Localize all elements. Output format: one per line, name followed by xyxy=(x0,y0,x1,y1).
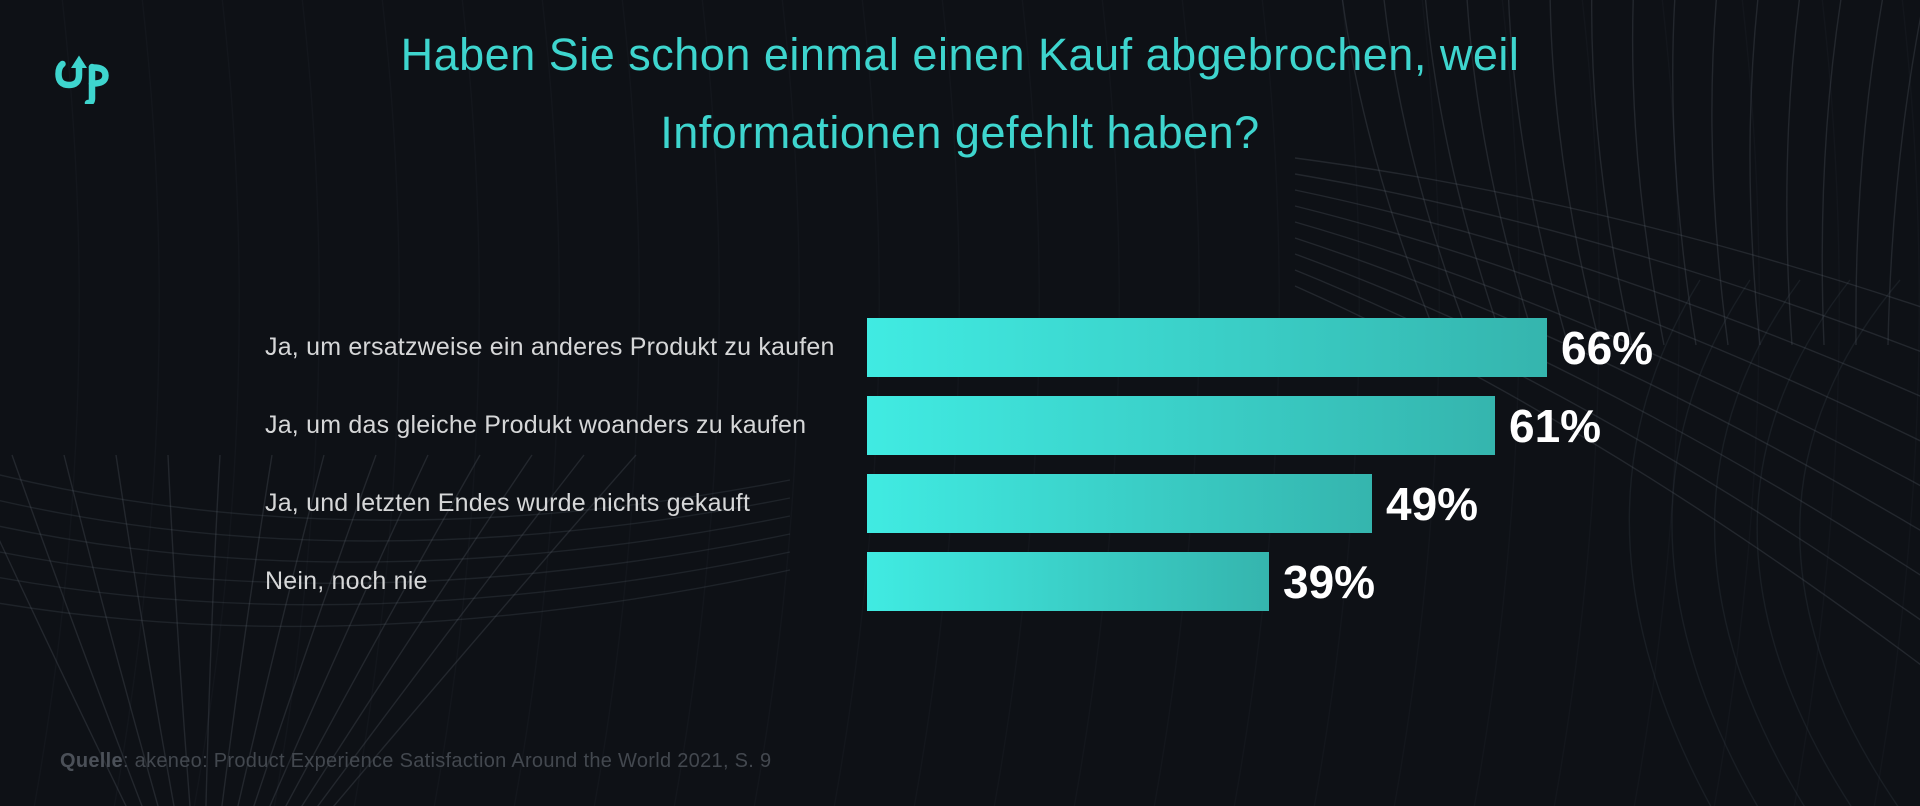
chart-row: Ja, um ersatzweise ein anderes Produkt z… xyxy=(265,318,1653,377)
bar xyxy=(867,396,1495,455)
bar-value-label: 61% xyxy=(1509,399,1602,452)
bar-label: Ja, um das gleiche Produkt woanders zu k… xyxy=(265,411,807,439)
bar-value-label: 49% xyxy=(1386,477,1479,530)
bar xyxy=(867,552,1269,611)
chart-title: Haben Sie schon einmal einen Kauf abgebr… xyxy=(0,16,1920,172)
up-arrow-logo-svg xyxy=(55,55,109,107)
bar xyxy=(867,318,1547,377)
bar-chart: Ja, um ersatzweise ein anderes Produkt z… xyxy=(265,318,1653,630)
bar-label: Ja, um ersatzweise ein anderes Produkt z… xyxy=(265,333,835,361)
chart-title-line2: Informationen gefehlt haben? xyxy=(660,107,1260,158)
bar xyxy=(867,474,1372,533)
bar-label: Nein, noch nie xyxy=(265,567,428,595)
logo-u-stroke xyxy=(55,60,83,89)
logo-arrowhead xyxy=(71,55,87,68)
source-line: Quelle: akeneo: Product Experience Satis… xyxy=(60,750,771,773)
logo-p-stem xyxy=(84,63,96,107)
chart-row: Ja, um das gleiche Produkt woanders zu k… xyxy=(265,396,1653,455)
bar-label: Ja, und letzten Endes wurde nichts gekau… xyxy=(265,489,751,517)
source-label: Quelle xyxy=(60,750,123,772)
chart-title-line1: Haben Sie schon einmal einen Kauf abgebr… xyxy=(400,29,1520,80)
logo-p-bowl xyxy=(88,64,109,87)
source-text: : akeneo: Product Experience Satisfactio… xyxy=(122,750,772,772)
up-arrow-logo xyxy=(54,54,110,107)
chart-row: Ja, und letzten Endes wurde nichts gekau… xyxy=(265,474,1653,533)
bar-value-label: 66% xyxy=(1561,321,1654,374)
bar-value-label: 39% xyxy=(1283,555,1376,608)
chart-row: Nein, noch nie 39% xyxy=(265,552,1653,611)
